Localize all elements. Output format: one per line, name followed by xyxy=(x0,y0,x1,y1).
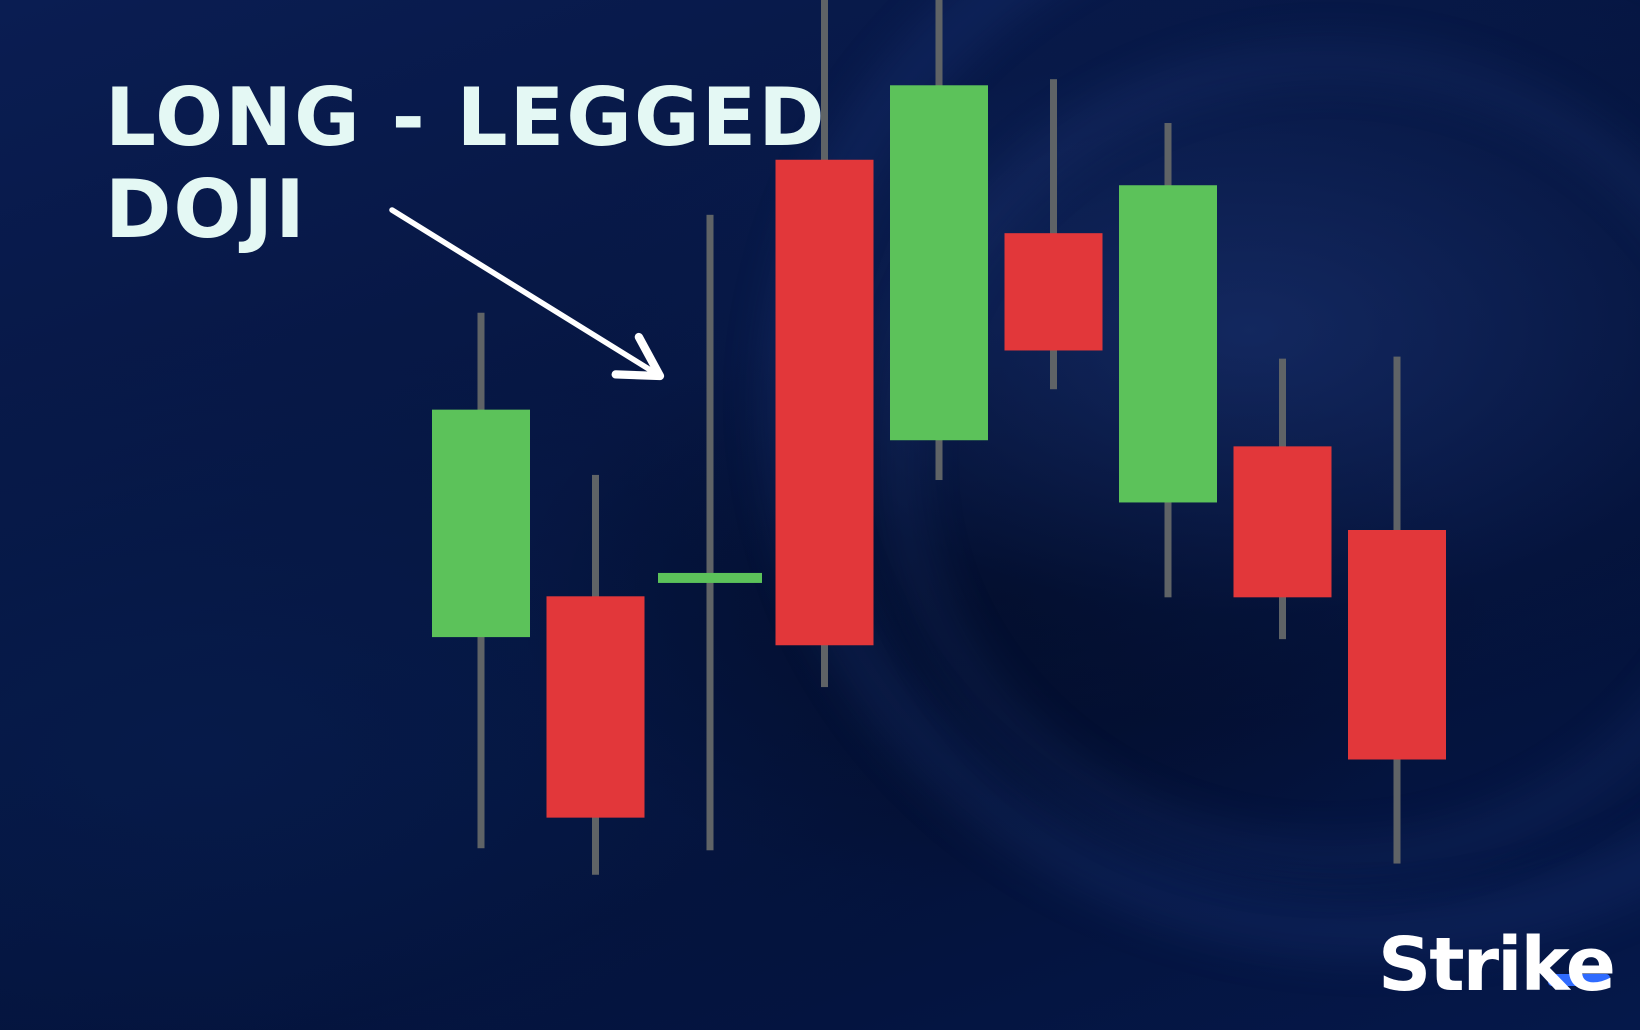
bearish-candle-body xyxy=(546,596,645,818)
doji-body xyxy=(658,572,762,583)
arrow-pointer-icon xyxy=(389,207,665,381)
title-line-1: LONG - LEGGED xyxy=(105,71,827,164)
candles-group xyxy=(432,0,1446,875)
candle-wick xyxy=(706,214,714,851)
bullish-candle-body xyxy=(432,409,530,638)
bearish-candle-body xyxy=(1004,233,1103,351)
bearish-candle-body xyxy=(775,159,874,646)
bullish-candle-body xyxy=(890,85,988,441)
bearish-candle-body xyxy=(1233,446,1332,598)
brand-accent-mark xyxy=(1548,974,1610,986)
bullish-candle-body xyxy=(1119,185,1217,503)
chart-title: LONG - LEGGED DOJI xyxy=(105,72,827,256)
annotation-group xyxy=(389,207,1610,986)
brand-logo: Strike xyxy=(1378,922,1616,1008)
title-line-2: DOJI xyxy=(105,163,307,256)
bearish-candle-body xyxy=(1348,530,1446,760)
